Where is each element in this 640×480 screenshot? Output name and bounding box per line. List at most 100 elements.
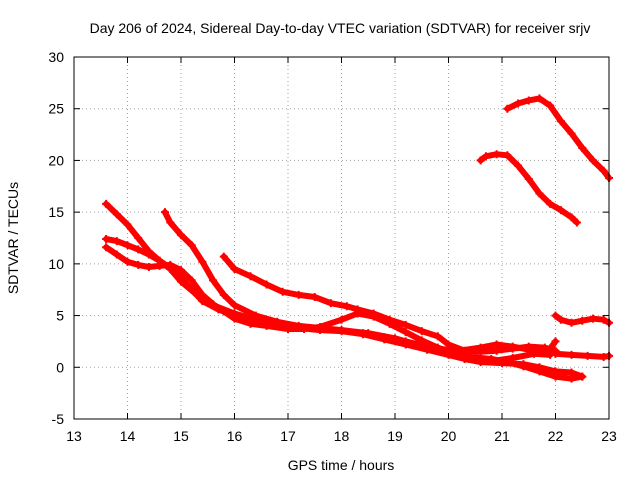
data-point <box>524 96 533 105</box>
data-series <box>102 94 613 383</box>
x-tick-label: 17 <box>280 428 296 444</box>
data-point <box>337 326 346 335</box>
data-point <box>102 243 111 252</box>
data-point <box>417 327 426 336</box>
data-point <box>556 117 565 126</box>
data-point <box>481 152 490 161</box>
data-point <box>246 319 255 328</box>
data-point <box>588 156 597 165</box>
series-track-d <box>160 208 555 366</box>
data-point <box>567 129 576 138</box>
x-tick-label: 23 <box>601 428 617 444</box>
y-tick-label: 15 <box>48 204 64 220</box>
x-tick-label: 16 <box>227 428 243 444</box>
data-point <box>353 305 362 314</box>
series-track-b <box>102 235 560 355</box>
data-point <box>508 353 517 362</box>
data-point <box>503 151 512 160</box>
data-point <box>187 285 196 294</box>
data-point <box>123 241 132 250</box>
data-point <box>342 302 351 311</box>
data-point <box>492 346 501 355</box>
data-point <box>567 213 576 222</box>
data-point <box>177 266 185 275</box>
data-point <box>358 329 367 338</box>
data-point <box>492 150 501 159</box>
data-point <box>219 252 228 261</box>
data-point <box>160 208 169 217</box>
data-point <box>144 262 153 271</box>
data-point <box>519 362 528 371</box>
data-point <box>166 260 175 269</box>
series-line <box>477 151 580 226</box>
x-tick-label: 21 <box>494 428 510 444</box>
data-point <box>294 290 303 299</box>
series-line <box>504 95 612 181</box>
data-point <box>380 333 389 342</box>
y-tick-label: 30 <box>48 49 64 65</box>
data-point <box>401 320 410 329</box>
y-tick-label: -5 <box>52 411 65 427</box>
data-point <box>273 317 282 326</box>
data-point <box>112 210 121 219</box>
data-point <box>385 315 394 324</box>
data-point <box>102 199 111 208</box>
x-tick-label: 13 <box>66 428 82 444</box>
data-point <box>508 344 517 353</box>
data-point <box>230 314 239 323</box>
series-track-h <box>551 311 613 327</box>
y-tick-label: 20 <box>48 152 64 168</box>
data-point <box>316 323 325 332</box>
data-point <box>112 237 121 246</box>
data-point <box>187 241 196 250</box>
data-point <box>551 311 560 320</box>
series-line <box>161 209 554 365</box>
y-tick-label: 5 <box>56 308 64 324</box>
data-point <box>546 101 555 110</box>
data-point <box>599 352 608 361</box>
x-tick-label: 14 <box>120 428 136 444</box>
data-point <box>112 250 121 259</box>
data-point <box>535 94 544 103</box>
data-point <box>465 355 474 364</box>
data-point <box>578 144 587 153</box>
data-point <box>556 315 565 324</box>
data-point <box>262 321 271 330</box>
x-tick-label: 18 <box>334 428 350 444</box>
data-point <box>433 332 442 341</box>
y-tick-label: 10 <box>48 256 64 272</box>
data-point <box>134 234 143 242</box>
data-point <box>551 372 560 381</box>
y-axis-title: SDTVAR / TECUs <box>5 182 21 294</box>
data-point <box>246 272 255 281</box>
x-tick-label: 19 <box>387 428 403 444</box>
data-point <box>219 290 228 299</box>
data-point <box>310 292 319 301</box>
series-track-f <box>476 150 581 227</box>
data-point <box>369 309 378 318</box>
data-point <box>567 350 576 359</box>
data-point <box>219 307 228 316</box>
x-axis-title: GPS time / hours <box>288 457 395 473</box>
data-point <box>123 257 132 266</box>
data-point <box>487 357 496 366</box>
data-point <box>551 349 560 358</box>
data-point <box>578 372 587 381</box>
data-point <box>476 347 485 356</box>
data-point <box>326 299 335 308</box>
data-point <box>535 189 544 198</box>
data-point <box>134 260 143 269</box>
x-tick-label: 22 <box>548 428 564 444</box>
data-point <box>230 301 239 310</box>
data-point <box>530 349 539 358</box>
data-point <box>278 287 287 296</box>
data-point <box>123 220 132 229</box>
data-point <box>294 321 303 330</box>
data-point <box>134 245 143 254</box>
data-point <box>230 265 239 274</box>
data-point <box>102 235 111 244</box>
data-point <box>599 315 608 324</box>
data-point <box>583 351 592 360</box>
